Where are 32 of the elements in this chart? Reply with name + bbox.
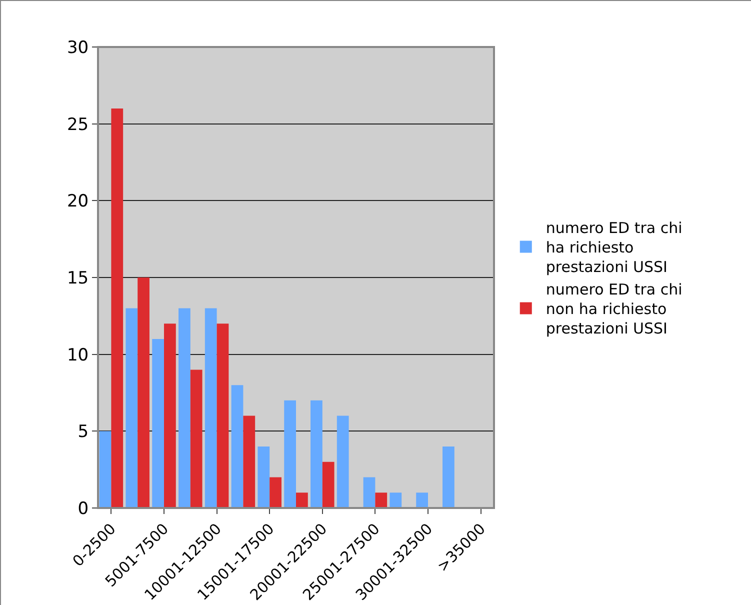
y-tick-label: 25 xyxy=(66,114,89,135)
bar xyxy=(204,308,217,508)
bar xyxy=(258,446,270,508)
bar xyxy=(284,400,296,508)
bar xyxy=(243,416,256,508)
y-tick-label: 15 xyxy=(66,268,89,288)
bar xyxy=(190,370,202,508)
bar xyxy=(390,492,402,508)
bar xyxy=(164,324,176,508)
bar xyxy=(111,108,124,508)
y-tick-label: 0 xyxy=(78,498,89,519)
bar xyxy=(138,278,150,508)
legend-label: numero ED tra chi non ha richiesto prestazioni USSI xyxy=(546,280,682,338)
bar xyxy=(270,477,282,508)
bar xyxy=(126,308,138,508)
y-tick-label: 30 xyxy=(66,38,89,58)
y-tick-label: 20 xyxy=(66,192,89,212)
bar xyxy=(310,400,322,508)
bar xyxy=(375,492,388,508)
bar xyxy=(216,324,229,508)
y-tick-label: 10 xyxy=(66,345,89,366)
bar xyxy=(322,462,334,508)
bar xyxy=(99,431,112,508)
bar xyxy=(442,446,454,508)
bar xyxy=(231,385,244,508)
bar xyxy=(336,416,349,508)
bar xyxy=(178,308,190,508)
bar xyxy=(416,492,428,508)
bar xyxy=(152,338,164,508)
bar xyxy=(296,492,308,508)
bar xyxy=(363,477,376,508)
y-tick-label: 5 xyxy=(78,422,89,442)
